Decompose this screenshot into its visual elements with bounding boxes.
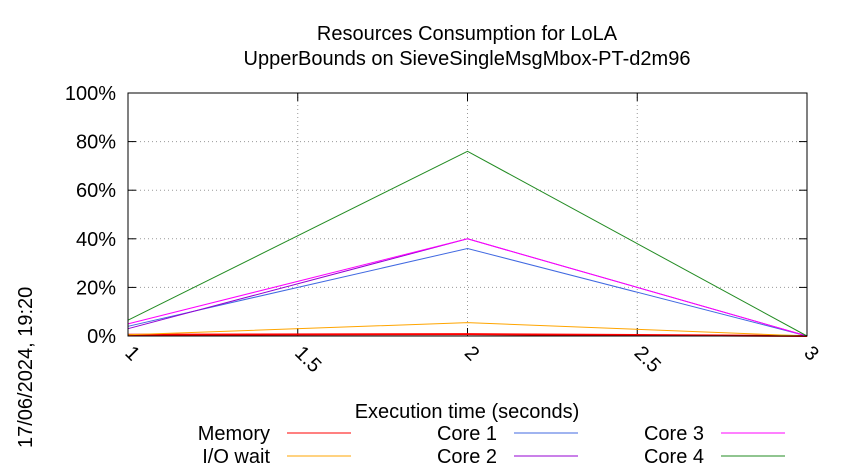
series-lines (127, 150, 808, 337)
y-axis-ticks: 0% 20% 40% 60% 80% 100% (65, 83, 807, 348)
series-line-core-4 (127, 150, 808, 337)
x-tick-label: 1 (120, 342, 143, 365)
legend-label-core-1: Core 1 (437, 423, 497, 445)
y-tick-label: 60% (76, 180, 116, 202)
legend-label-core-3: Core 3 (644, 423, 704, 445)
x-axis-label: Execution time (seconds) (355, 401, 580, 423)
grid (128, 93, 807, 336)
y-tick-label: 40% (76, 229, 116, 251)
legend-label-core-4: Core 4 (644, 446, 704, 468)
x-tick-label: 3 (799, 342, 822, 365)
x-tick-label: 2 (460, 342, 483, 365)
series-line-core-1 (127, 247, 808, 337)
x-tick-label: 2.5 (630, 342, 665, 377)
y-tick-label: 0% (87, 326, 116, 348)
chart-title: Resources Consumption for LoLA (317, 23, 618, 45)
timestamp: 17/06/2024, 19:20 (15, 287, 37, 448)
series-line-i-o-wait (127, 322, 808, 337)
x-tick-label: 1.5 (290, 342, 325, 377)
legend-label-memory: Memory (198, 423, 270, 445)
y-tick-label: 100% (65, 83, 116, 105)
legend-label-i-o-wait: I/O wait (202, 446, 270, 468)
legend-label-core-2: Core 2 (437, 446, 497, 468)
y-tick-label: 80% (76, 132, 116, 154)
y-tick-label: 20% (76, 277, 116, 299)
series-line-memory (127, 333, 808, 337)
chart-subtitle: UpperBounds on SieveSingleMsgMbox-PT-d2m… (244, 48, 691, 70)
series-line-core-3 (127, 238, 808, 337)
plot-frame (127, 92, 808, 337)
